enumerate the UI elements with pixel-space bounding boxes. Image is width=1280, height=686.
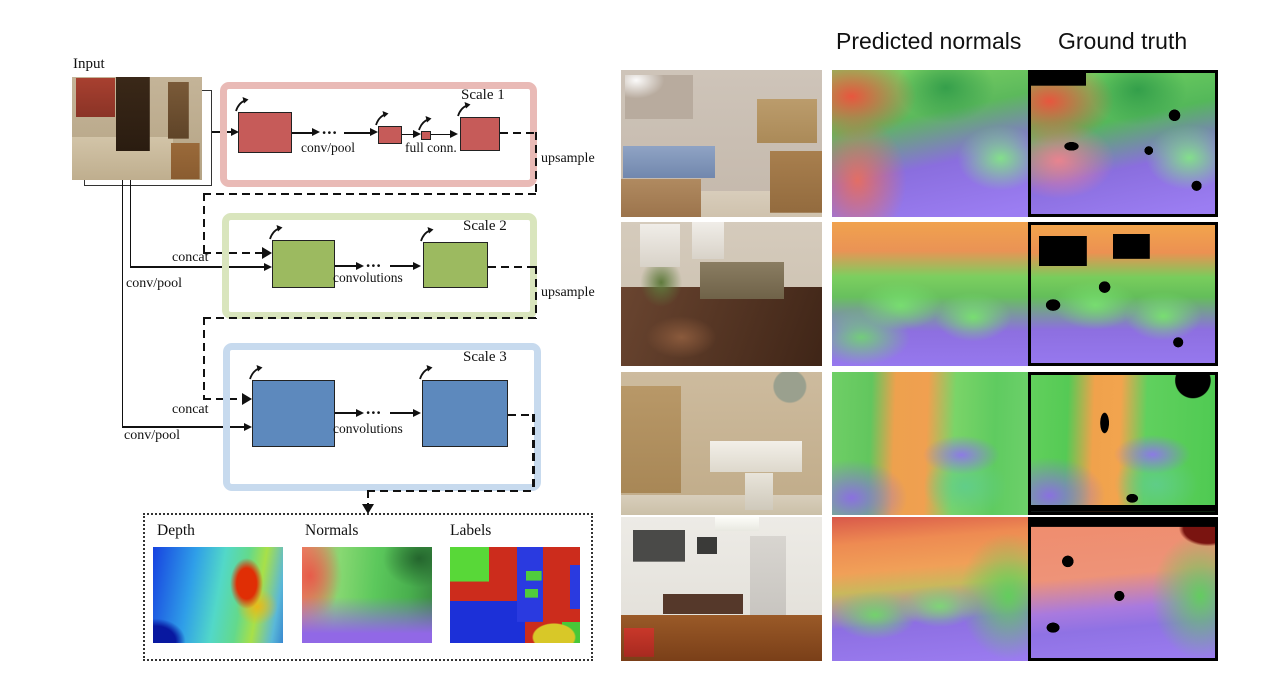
upsample2-path — [203, 397, 242, 401]
concat-label-scale3: concat — [172, 402, 209, 417]
scale1-output-box — [460, 117, 500, 151]
arrowhead — [450, 130, 458, 138]
scale2-arrow-1 — [335, 265, 356, 267]
input-label: Input — [73, 56, 105, 72]
scale1-conv-box-2 — [378, 126, 402, 144]
scale1-arrow-2 — [344, 132, 370, 134]
feature-output-arrow-icon — [419, 365, 433, 380]
arrowhead — [356, 408, 364, 417]
result-photo-bathroom — [621, 372, 822, 515]
scale2-conv-box-2 — [423, 242, 488, 288]
arrowhead — [231, 127, 239, 136]
upsample1-path — [202, 193, 206, 253]
scale1-ellipsis: ... — [322, 119, 338, 138]
depth-output-image — [153, 547, 283, 643]
upsample1-label: upsample — [541, 151, 595, 166]
normals-label: Normals — [305, 522, 359, 539]
arrowhead — [413, 408, 421, 417]
scale1-arrow-4 — [431, 133, 450, 136]
arrowhead-down — [361, 504, 374, 514]
labels-label: Labels — [450, 522, 492, 539]
input-photo — [72, 77, 202, 180]
feature-output-arrow-icon — [249, 365, 263, 380]
upsample1-path — [203, 251, 262, 255]
convpool-line-scale3 — [121, 180, 123, 428]
upsample2-label: upsample — [541, 285, 595, 300]
feature-output-arrow-icon — [269, 225, 283, 240]
convpool-line-scale2 — [129, 180, 131, 268]
scale2-arrow-2 — [390, 265, 413, 267]
output-path — [366, 490, 370, 506]
feature-output-arrow-icon — [235, 97, 249, 112]
result-ground-truth-living-room — [1028, 222, 1218, 366]
scale3-arrow-1 — [335, 412, 356, 414]
upsample2-path — [202, 317, 206, 399]
scale1-convpool-label: conv/pool — [301, 140, 355, 155]
scale3-conv-box-2 — [422, 380, 508, 447]
output-path — [532, 413, 535, 492]
arrowhead — [264, 262, 272, 271]
feature-output-arrow-icon — [420, 227, 434, 242]
result-ground-truth-office — [1028, 517, 1218, 661]
scale2-ellipsis: ... — [366, 252, 382, 271]
scale1-label: Scale 1 — [461, 87, 505, 103]
labels-output-image — [450, 547, 580, 643]
scale1-frame — [220, 82, 537, 187]
arrowhead — [413, 130, 421, 138]
result-photo-living-room — [621, 222, 822, 366]
normals-output-image — [302, 547, 432, 643]
ground-truth-header: Ground truth — [1058, 28, 1188, 54]
result-ground-truth-bedroom — [1028, 70, 1218, 217]
scale2-conv-box-1 — [272, 240, 335, 288]
scale3-arrow-2 — [390, 412, 413, 414]
feature-output-arrow-icon — [418, 116, 432, 131]
upsample2-path — [203, 316, 537, 320]
convpool-label-scale2: conv/pool — [126, 276, 182, 291]
upsample1-path — [203, 192, 537, 196]
arrowhead — [312, 127, 320, 136]
convpool-line-scale2-h — [129, 266, 264, 268]
arrowhead — [244, 423, 252, 431]
feature-output-arrow-icon — [457, 102, 471, 117]
scale3-convolutions-label: convolutions — [333, 421, 403, 436]
convpool-label-scale3: conv/pool — [124, 428, 180, 443]
output-path — [508, 413, 534, 417]
result-photo-office — [621, 517, 822, 661]
result-photo-bedroom — [621, 70, 822, 217]
scale3-ellipsis: ... — [366, 399, 382, 418]
scale3-conv-box-1 — [252, 380, 335, 447]
scale2-convolutions-label: convolutions — [333, 270, 403, 285]
upsample2-path — [488, 265, 537, 269]
result-predicted-normals-office — [832, 517, 1028, 661]
arrowhead — [356, 261, 364, 270]
upsample2-path — [534, 265, 538, 319]
arrowhead — [370, 127, 378, 136]
scale1-conv-box-1 — [238, 112, 292, 153]
result-ground-truth-bathroom — [1028, 372, 1218, 515]
scale3-label: Scale 3 — [463, 349, 507, 365]
scale3-frame — [223, 343, 541, 491]
depth-label: Depth — [157, 522, 195, 539]
result-predicted-normals-bathroom — [832, 372, 1028, 515]
scale1-fc-box — [421, 131, 431, 140]
feature-output-arrow-icon — [375, 111, 389, 126]
result-predicted-normals-living-room — [832, 222, 1028, 366]
result-predicted-normals-bedroom — [832, 70, 1028, 217]
arrowhead — [262, 247, 272, 259]
outputs-box — [143, 513, 593, 661]
upsample1-path — [534, 131, 538, 194]
output-path — [367, 489, 534, 493]
scale2-label: Scale 2 — [463, 218, 507, 234]
scale1-arrow-1 — [292, 132, 312, 134]
upsample1-path — [500, 131, 537, 135]
convpool-line-scale3-h — [121, 426, 244, 428]
predicted-normals-header: Predicted normals — [836, 28, 1022, 54]
arrowhead — [242, 393, 252, 405]
scale1-fullconn-label: full conn. — [405, 140, 457, 155]
scale1-arrow-3 — [402, 133, 413, 136]
arrowhead — [413, 261, 421, 270]
concat-label-scale2: concat — [172, 250, 209, 265]
